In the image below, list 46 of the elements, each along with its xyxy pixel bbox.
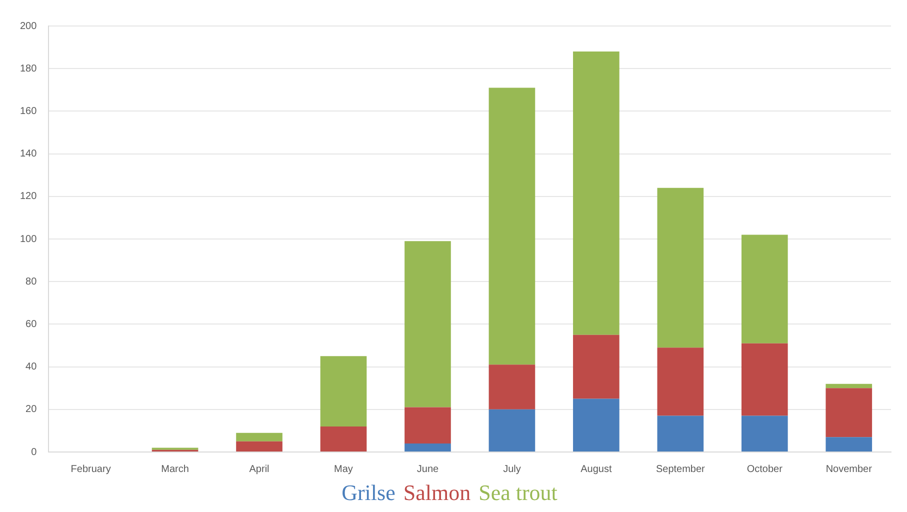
text: Sea trout xyxy=(478,480,558,505)
bar xyxy=(826,437,872,452)
bar xyxy=(488,88,536,365)
y-tick-label: 120 xyxy=(20,191,38,202)
bar xyxy=(657,348,704,416)
y-tick-label: 0 xyxy=(31,446,38,458)
y-tick-label: 180 xyxy=(20,63,38,74)
y-tick-label: 40 xyxy=(26,362,38,373)
x-tick-label: July xyxy=(503,464,521,475)
x-tick-label: February xyxy=(70,464,111,475)
series-label: Grilse xyxy=(342,480,396,505)
bar xyxy=(320,356,367,426)
y-tick-label: 60 xyxy=(26,318,38,330)
x-tick-label: August xyxy=(580,464,612,475)
x-tick-label: March xyxy=(161,464,189,475)
y-tick-label: 80 xyxy=(26,276,38,288)
bar xyxy=(741,416,788,452)
bar xyxy=(236,441,282,452)
x-tick-label: April xyxy=(249,464,270,475)
bar xyxy=(404,407,451,444)
bar xyxy=(741,234,788,344)
bar xyxy=(826,384,872,388)
bar xyxy=(657,416,704,452)
x-tick-label: June xyxy=(416,464,440,475)
y-tick-label: 20 xyxy=(26,404,38,416)
x-tick-label: October xyxy=(746,464,784,475)
series-label: Salmon xyxy=(403,480,471,505)
x-tick-label: September xyxy=(656,464,706,475)
bar xyxy=(236,432,282,442)
bar xyxy=(657,188,704,348)
bar xyxy=(573,334,620,399)
bar xyxy=(320,426,367,452)
bar xyxy=(741,343,788,416)
y-tick-label: 100 xyxy=(20,234,38,245)
y-tick-label: 140 xyxy=(20,148,38,160)
x-tick-label: November xyxy=(826,464,873,475)
bar xyxy=(488,364,536,410)
y-tick-label: 200 xyxy=(20,20,38,32)
y-tick-label: 160 xyxy=(20,106,38,117)
bar xyxy=(404,241,451,408)
bar xyxy=(573,398,620,452)
bar xyxy=(573,52,620,335)
x-tick-label: May xyxy=(334,464,353,475)
bar xyxy=(404,443,451,452)
bar xyxy=(488,409,536,452)
bar xyxy=(826,388,872,438)
